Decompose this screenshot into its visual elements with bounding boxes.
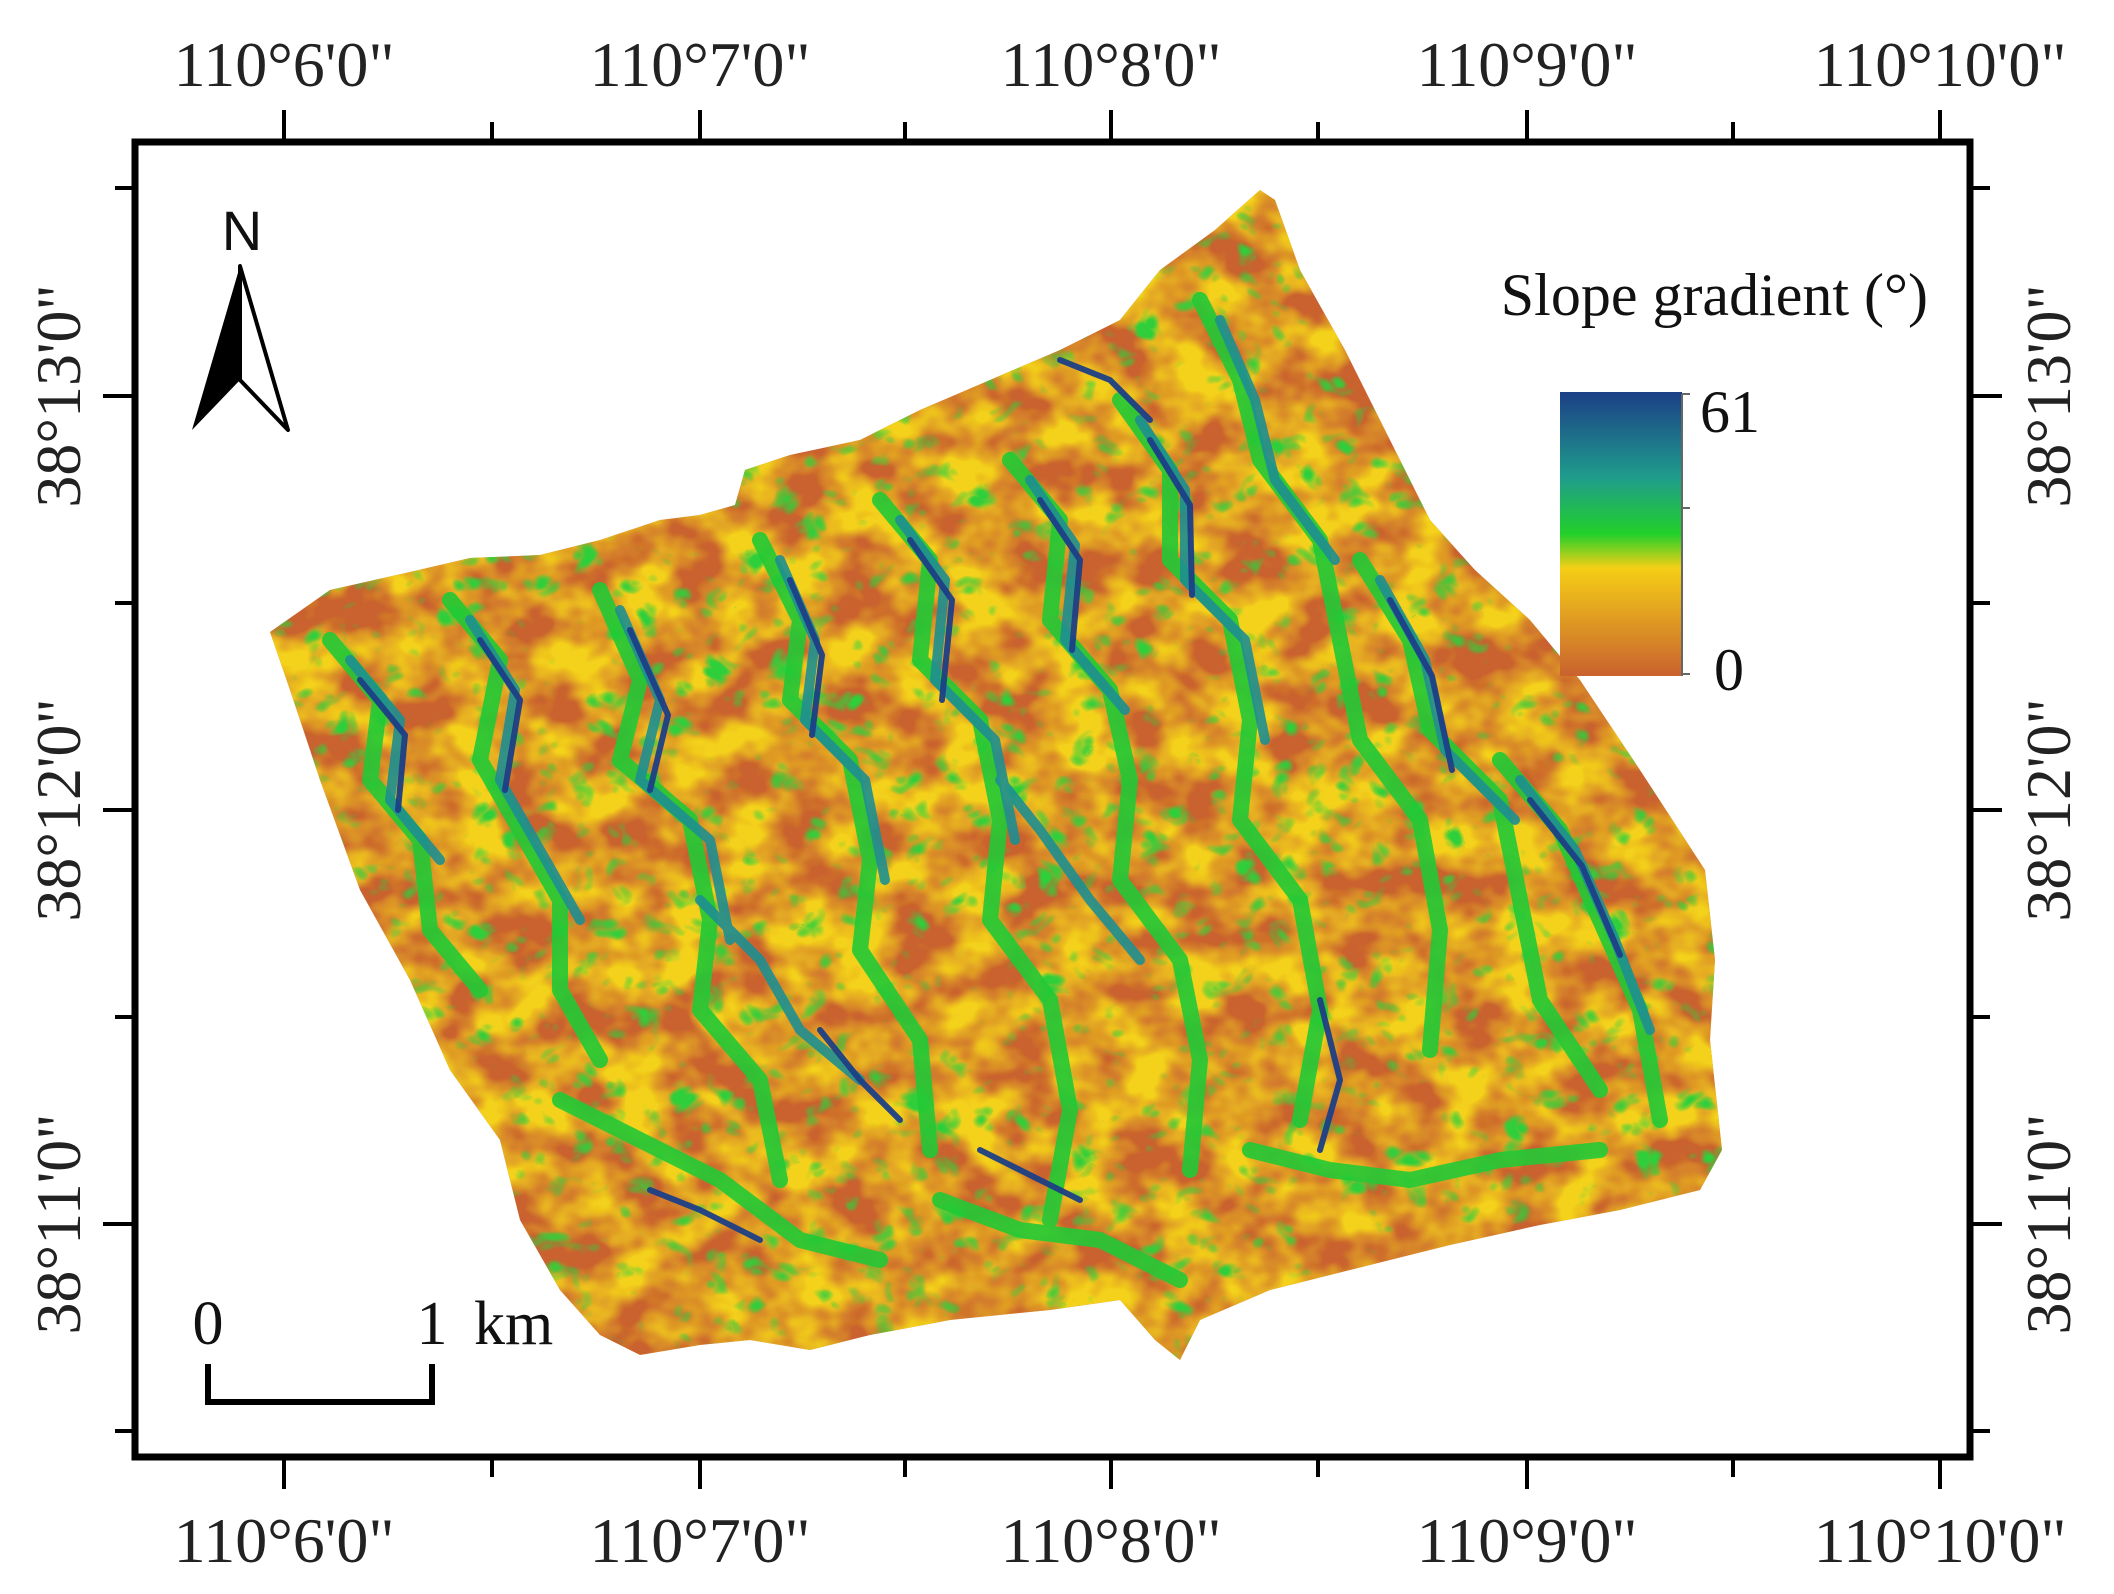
right-lat-label: 38°12'0" (2013, 698, 2084, 921)
frame-ticks (103, 110, 2002, 1489)
legend-color-ramp (1560, 392, 1682, 676)
bottom-lon-label: 110°9'0" (1417, 1505, 1638, 1576)
top-lon-label: 110°10'0" (1814, 29, 2067, 100)
left-lat-label: 38°11'0" (23, 1114, 94, 1335)
bottom-lon-label: 110°8'0" (1001, 1505, 1222, 1576)
right-lat-label: 38°11'0" (2013, 1114, 2084, 1335)
scale-start-label: 0 (193, 1290, 224, 1358)
scale-end-label: 1 (417, 1290, 448, 1358)
left-latitude-labels: 38°13'0" 38°12'0" 38°11'0" (23, 284, 94, 1334)
bottom-lon-label: 110°6'0" (174, 1505, 395, 1576)
left-lat-label: 38°13'0" (23, 284, 94, 507)
top-lon-label: 110°6'0" (174, 29, 395, 100)
right-lat-label: 38°13'0" (2013, 284, 2084, 507)
top-longitude-labels: 110°6'0" 110°7'0" 110°8'0" 110°9'0" 110°… (174, 29, 2067, 100)
top-lon-label: 110°9'0" (1417, 29, 1638, 100)
right-latitude-labels: 38°13'0" 38°12'0" 38°11'0" (2013, 284, 2084, 1334)
scale-bar: 0 1 km (193, 1290, 553, 1405)
north-arrow-icon: N (192, 199, 290, 432)
legend: Slope gradient (°) 61 0 (1501, 262, 1928, 703)
legend-title: Slope gradient (°) (1501, 262, 1928, 328)
legend-max-label: 61 (1700, 379, 1760, 445)
top-lon-label: 110°7'0" (590, 29, 811, 100)
legend-min-label: 0 (1714, 637, 1744, 703)
bottom-longitude-labels: 110°6'0" 110°7'0" 110°8'0" 110°9'0" 110°… (174, 1505, 2067, 1576)
left-lat-label: 38°12'0" (23, 698, 94, 921)
bottom-lon-label: 110°10'0" (1814, 1505, 2067, 1576)
bottom-lon-label: 110°7'0" (590, 1505, 811, 1576)
top-lon-label: 110°8'0" (1001, 29, 1222, 100)
north-arrow-label: N (222, 199, 262, 262)
scale-unit-label: km (474, 1290, 553, 1358)
